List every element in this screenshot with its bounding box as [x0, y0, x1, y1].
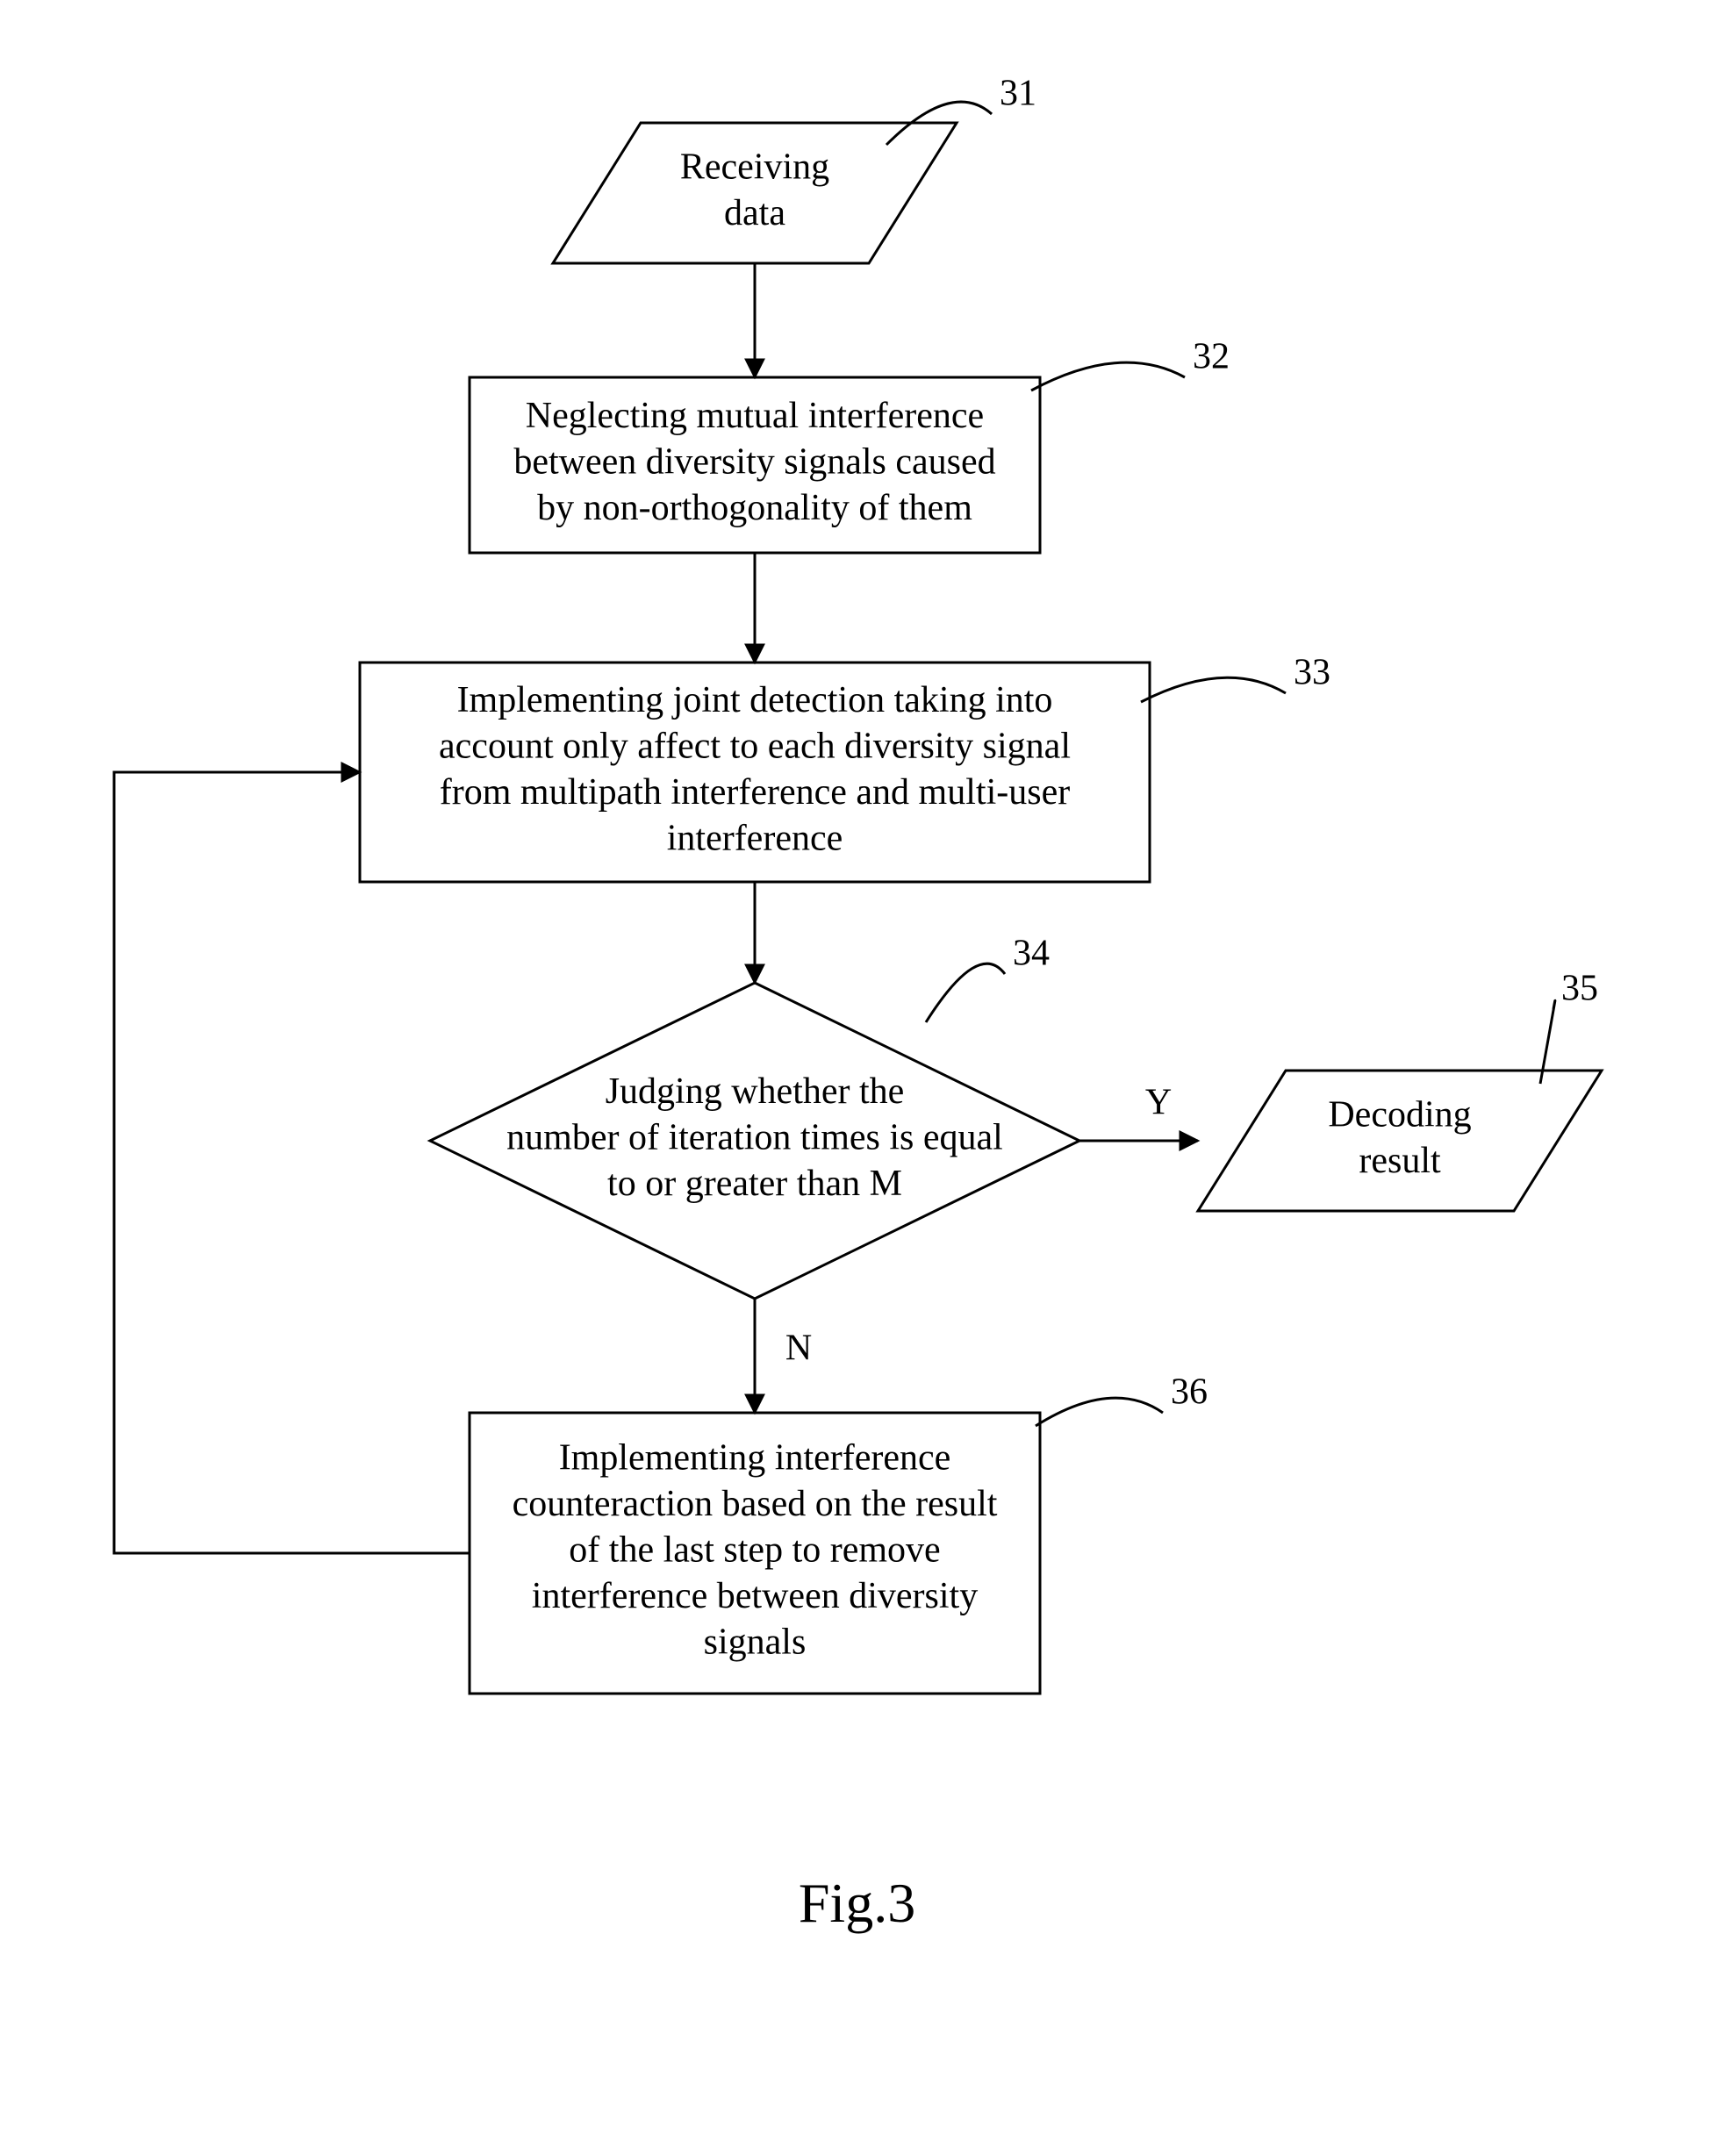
svg-text:interference between diversity: interference between diversity: [532, 1576, 978, 1616]
svg-text:Neglecting mutual interference: Neglecting mutual interference: [526, 396, 984, 436]
svg-text:32: 32: [1193, 337, 1230, 377]
svg-text:Implementing joint detection t: Implementing joint detection taking into: [457, 680, 1053, 720]
svg-text:from multipath interference an: from multipath interference and multi-us…: [440, 772, 1070, 813]
svg-text:to or greater than M: to or greater than M: [607, 1164, 902, 1204]
svg-text:35: 35: [1561, 969, 1598, 1009]
svg-text:by non-orthogonality of them: by non-orthogonality of them: [537, 488, 972, 528]
svg-text:result: result: [1359, 1141, 1441, 1181]
svg-text:N: N: [785, 1329, 812, 1369]
svg-text:counteraction based on the res: counteraction based on the result: [513, 1484, 998, 1524]
svg-text:number of iteration times is e: number of iteration times is equal: [506, 1118, 1003, 1158]
svg-text:Fig.3: Fig.3: [799, 1872, 915, 1934]
svg-text:of the last step to remove: of the last step to remove: [569, 1530, 940, 1571]
svg-text:Y: Y: [1145, 1083, 1172, 1123]
svg-text:signals: signals: [704, 1622, 807, 1663]
svg-text:31: 31: [1000, 74, 1036, 114]
svg-text:Implementing interference: Implementing interference: [559, 1438, 951, 1479]
svg-text:36: 36: [1171, 1372, 1208, 1413]
svg-text:33: 33: [1294, 653, 1330, 693]
svg-text:data: data: [724, 193, 785, 233]
svg-text:34: 34: [1013, 934, 1050, 974]
svg-text:interference: interference: [667, 818, 843, 858]
svg-text:Decoding: Decoding: [1328, 1094, 1471, 1135]
svg-text:Receiving: Receiving: [680, 147, 829, 187]
svg-text:between diversity signals caus: between diversity signals caused: [513, 442, 995, 483]
svg-text:Judging whether the: Judging whether the: [606, 1071, 905, 1112]
svg-text:account only affect to each di: account only affect to each diversity si…: [439, 726, 1071, 766]
